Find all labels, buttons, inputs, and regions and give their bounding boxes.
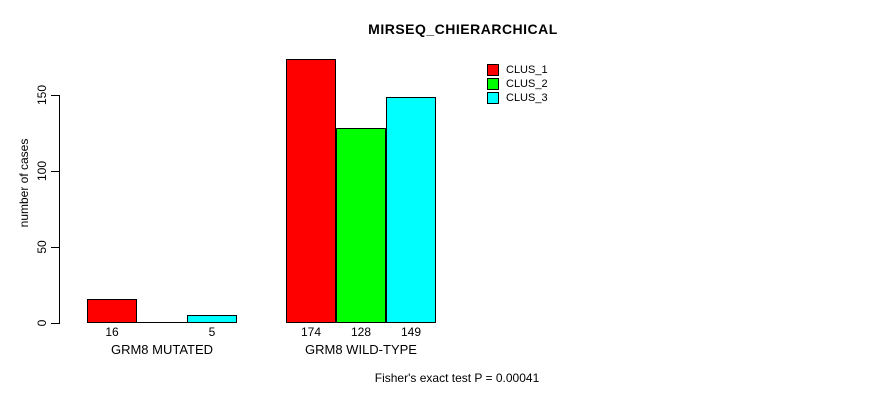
bar-clus_3-2 [386,97,436,323]
category-label-1: GRM8 MUTATED [110,342,214,357]
bar-count-label: 5 [208,325,216,339]
y-axis-tick [51,171,59,172]
legend: CLUS_1 CLUS_2 CLUS_3 [487,64,548,106]
y-axis-tick [51,247,59,248]
bar-count-label: 16 [105,325,119,339]
legend-swatch-clus_1 [487,64,499,76]
category-label-2: GRM8 WILD-TYPE [305,342,417,357]
bar-clus_3-1 [187,315,237,323]
y-axis-tick-label: 50 [35,240,49,254]
y-axis-tick [51,95,59,96]
chart-title: MIRSEQ_CHIERARCHICAL [368,21,558,37]
bar-count-label: 174 [300,325,322,339]
legend-label: CLUS_1 [506,64,548,76]
y-axis-tick-label: 0 [35,319,49,327]
bar-clus_2-1-zero [137,322,187,323]
legend-swatch-clus_3 [487,92,499,104]
bar-clus_2-2 [336,128,386,323]
legend-label: CLUS_2 [506,78,548,90]
bar-clus_1-1 [87,299,137,323]
y-axis-line [59,95,60,324]
y-axis-tick-label: 100 [35,160,49,182]
bar-count-label: 128 [350,325,372,339]
y-axis-tick-label: 150 [35,84,49,106]
legend-row-clus_3: CLUS_3 [487,92,548,104]
bar-count-label: 149 [400,325,422,339]
legend-swatch-clus_2 [487,78,499,90]
bar-clus_1-2 [286,59,336,323]
legend-row-clus_2: CLUS_2 [487,78,548,90]
legend-label: CLUS_3 [506,92,548,104]
y-axis-tick [51,323,59,324]
legend-row-clus_1: CLUS_1 [487,64,548,76]
annotation-pvalue: Fisher's exact test P = 0.00041 [374,371,540,385]
